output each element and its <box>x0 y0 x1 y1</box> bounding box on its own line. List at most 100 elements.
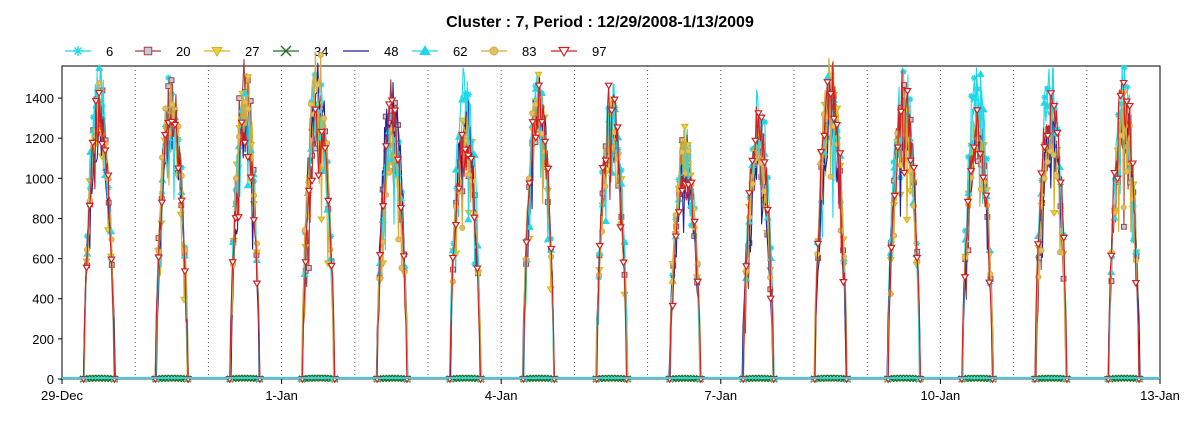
data-point <box>1120 64 1128 72</box>
data-point <box>100 147 110 155</box>
data-point <box>968 93 975 100</box>
data-point <box>1128 160 1138 168</box>
data-point <box>458 117 467 125</box>
data-point <box>985 279 994 287</box>
data-point <box>974 85 981 93</box>
data-point <box>975 151 985 159</box>
data-point <box>820 132 829 140</box>
data-point <box>962 227 969 234</box>
data-point <box>1047 148 1054 155</box>
data-point <box>1107 252 1116 260</box>
data-point <box>174 165 183 173</box>
data-point <box>319 167 329 175</box>
data-point <box>839 279 848 287</box>
data-point <box>902 216 912 224</box>
data-point <box>473 265 482 273</box>
data-point <box>680 123 689 131</box>
data-point <box>764 174 772 181</box>
x-tick-label: 1-Jan <box>265 388 298 403</box>
data-point <box>613 124 622 132</box>
data-point <box>616 224 625 232</box>
legend-item: 34 <box>273 44 328 59</box>
data-point <box>977 113 984 121</box>
data-point <box>907 167 914 174</box>
data-point <box>459 224 466 231</box>
data-point <box>987 271 994 278</box>
data-point <box>1043 132 1053 140</box>
data-point <box>896 108 906 116</box>
data-point <box>451 221 461 230</box>
data-point <box>464 215 473 223</box>
legend-item: 62 <box>412 44 467 59</box>
data-point <box>1040 144 1049 152</box>
data-point <box>307 177 317 185</box>
data-point <box>1056 179 1065 187</box>
data-point <box>760 159 769 167</box>
data-point <box>1131 280 1141 288</box>
data-point <box>966 168 976 176</box>
data-point <box>887 244 896 253</box>
data-point <box>467 155 476 164</box>
data-point <box>978 174 988 182</box>
legend-item: 20 <box>135 44 190 59</box>
data-point <box>165 83 172 90</box>
data-point <box>835 150 845 158</box>
data-point <box>249 217 259 225</box>
data-point <box>235 133 243 140</box>
data-point <box>304 187 314 196</box>
legend-label: 97 <box>592 44 606 59</box>
legend-item: 6 <box>65 44 113 59</box>
data-point <box>890 158 897 166</box>
data-point <box>243 181 252 189</box>
data-point <box>829 115 839 124</box>
data-point <box>1053 129 1062 138</box>
data-point <box>1050 210 1059 218</box>
data-point <box>1044 85 1052 92</box>
data-point <box>834 141 841 148</box>
data-point <box>1122 98 1131 106</box>
data-point <box>386 169 393 176</box>
data-point <box>602 183 609 190</box>
data-point <box>465 91 472 98</box>
data-point <box>540 138 550 146</box>
x-tick-label: 4-Jan <box>485 388 518 403</box>
data-point <box>690 218 699 226</box>
data-point <box>314 172 323 180</box>
y-tick-label: 800 <box>32 211 54 226</box>
data-point <box>451 165 460 173</box>
data-point <box>311 106 320 114</box>
data-point <box>1124 84 1131 91</box>
data-point <box>461 93 470 101</box>
legend-marker <box>143 46 153 56</box>
legend-label: 20 <box>176 44 190 59</box>
legend-label: 83 <box>522 44 536 59</box>
data-point <box>1132 247 1141 255</box>
data-point <box>396 204 406 213</box>
y-tick-label: 1400 <box>25 91 54 106</box>
data-point <box>1123 168 1130 175</box>
data-point <box>983 155 990 162</box>
legend-label: 62 <box>453 44 467 59</box>
data-point <box>982 192 991 200</box>
x-tick-label: 7-Jan <box>705 388 738 403</box>
data-point <box>387 97 397 105</box>
data-point <box>823 79 832 87</box>
data-point <box>175 136 182 143</box>
data-point <box>531 84 540 92</box>
data-point <box>457 131 467 140</box>
data-point <box>244 74 253 82</box>
y-tick-label: 600 <box>32 252 54 267</box>
data-point <box>165 74 172 82</box>
data-point <box>827 173 834 180</box>
data-point <box>399 253 409 261</box>
data-point <box>618 167 625 174</box>
data-point <box>170 121 180 129</box>
data-point <box>971 74 978 82</box>
data-point <box>160 132 170 140</box>
data-point <box>317 128 327 137</box>
data-point <box>233 175 240 182</box>
data-point <box>543 235 552 243</box>
data-point <box>1041 175 1048 182</box>
legend-marker <box>419 45 431 55</box>
data-point <box>979 105 988 113</box>
